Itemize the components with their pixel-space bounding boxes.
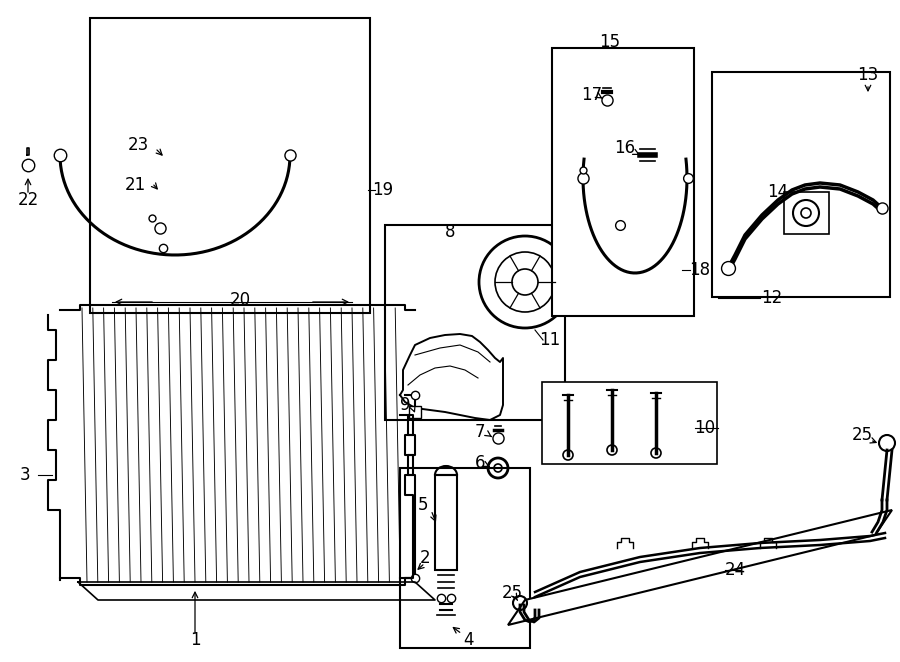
Text: 7: 7 [475,423,485,441]
Text: 5: 5 [418,496,428,514]
Text: 14: 14 [768,183,788,201]
Text: 25: 25 [501,584,523,602]
Text: 22: 22 [17,191,39,209]
Text: 17: 17 [581,86,603,104]
Text: 15: 15 [599,33,621,51]
Text: 11: 11 [539,331,561,349]
Text: 13: 13 [858,66,878,84]
Text: 3: 3 [20,466,31,484]
Text: 21: 21 [124,176,146,194]
Bar [552,48,694,316]
Text: 16: 16 [615,139,635,157]
Text: 6: 6 [475,454,485,472]
Text: 18: 18 [689,261,711,279]
Text: 23: 23 [128,136,148,154]
Bar [90,18,370,313]
Text: 24: 24 [724,561,745,579]
Bar [784,192,829,234]
Polygon shape [508,510,892,625]
Text: 20: 20 [230,291,250,309]
Text: 1: 1 [190,631,201,649]
Bar [385,225,565,420]
Bar [712,72,890,297]
Text: 2: 2 [419,549,430,567]
Text: 9: 9 [400,396,410,414]
Text: 12: 12 [761,289,783,307]
Bar [400,468,530,648]
Text: 25: 25 [851,426,873,444]
Text: 10: 10 [695,419,716,437]
Text: 19: 19 [373,181,393,199]
Bar [435,475,457,570]
Text: 4: 4 [463,631,473,649]
Text: 8: 8 [445,223,455,241]
Bar [542,382,717,464]
